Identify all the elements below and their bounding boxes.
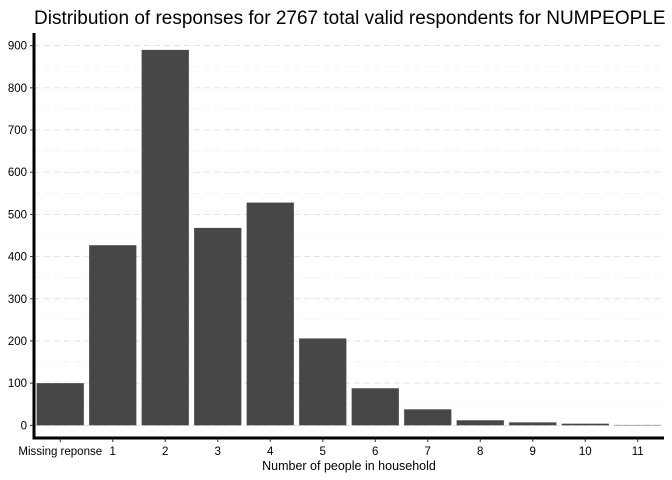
- bar-4: [246, 202, 294, 426]
- bar-1: [89, 245, 137, 426]
- bar-3: [194, 227, 242, 426]
- y-tick-label: 400: [8, 252, 27, 264]
- bar-2: [141, 49, 189, 426]
- bar-10: [561, 423, 609, 426]
- y-tick-label: 100: [8, 378, 27, 390]
- y-tick-label: 300: [8, 294, 27, 306]
- x-tick-label: 5: [320, 446, 326, 458]
- x-tick-label: 7: [425, 446, 431, 458]
- bar-9: [509, 422, 557, 426]
- bar-5: [299, 338, 347, 426]
- bar-6: [351, 388, 399, 426]
- x-tick-label: Missing reponse: [18, 446, 102, 458]
- bar-7: [404, 409, 452, 426]
- x-tick-label: 1: [110, 446, 116, 458]
- bars: [36, 49, 662, 426]
- gridlines: [34, 45, 664, 426]
- x-tick-label: 6: [372, 446, 378, 458]
- x-tick-label: 3: [215, 446, 221, 458]
- x-tick-label: 2: [162, 446, 168, 458]
- bar-8: [456, 420, 504, 426]
- x-tick-label: 9: [530, 446, 536, 458]
- y-tick-label: 700: [8, 125, 27, 137]
- x-axis: Missing reponse 1 2 3 4 5 6 7 8 9 10 11: [18, 436, 664, 458]
- y-tick-label: 600: [8, 167, 27, 179]
- y-tick-label: 200: [8, 336, 27, 348]
- chart-title: Distribution of responses for 2767 total…: [34, 8, 666, 29]
- y-axis: 0 100 200 300 400 500 600 700 800 900: [8, 33, 36, 440]
- y-tick-label: 500: [8, 209, 27, 221]
- bar-missing-reponse: [36, 383, 84, 426]
- x-tick-label: 10: [579, 446, 592, 458]
- y-tick-label: 0: [21, 420, 27, 432]
- x-tick-label: 11: [632, 446, 644, 458]
- y-tick-label: 800: [8, 83, 27, 95]
- x-tick-label: 4: [267, 446, 274, 458]
- y-tick-label: 900: [8, 41, 27, 53]
- x-tick-label: 8: [477, 446, 483, 458]
- x-axis-title: Number of people in household: [262, 459, 436, 473]
